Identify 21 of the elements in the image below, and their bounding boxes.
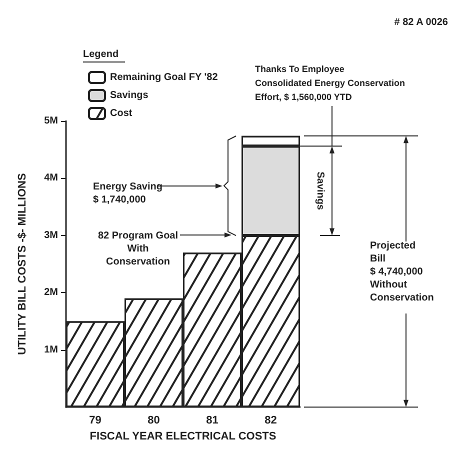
- annotation: Energy Saving $ 1,740,000: [93, 182, 162, 206]
- y-tick-label: 4M: [44, 172, 58, 184]
- y-tick-label: 2M: [44, 287, 58, 298]
- y-axis-title: UTILITY BILL COSTS -$- MILLIONS: [16, 173, 28, 355]
- y-tick-label: 3M: [44, 230, 58, 241]
- x-tick-label: 80: [148, 414, 160, 427]
- text: Savings: [314, 172, 326, 210]
- text: # 82 A 0026: [394, 17, 448, 28]
- x-tick-label: 82: [264, 414, 277, 427]
- legend-label: Cost: [110, 108, 133, 119]
- y-tick-label: 1M: [44, 344, 58, 356]
- x-axis-title: FISCAL YEAR ELECTRICAL COSTS: [90, 430, 276, 442]
- text: Projected Bill $ 4,740,000 Without Conservation: [370, 240, 434, 304]
- legend-label: Remaining Goal FY '82: [110, 72, 218, 83]
- x-tick-label: 79: [89, 414, 102, 427]
- legend-label: Savings: [110, 90, 149, 101]
- annotation: 82 Program Goal With Conservation: [98, 230, 178, 268]
- x-tick-label: 81: [206, 414, 218, 427]
- text: Thanks To Employee Consolidated Energy Conservation Effort, $ 1,560,000 YTD: [255, 64, 406, 102]
- legend-title: Legend: [83, 49, 119, 60]
- y-tick-label: 5M: [44, 116, 58, 126]
